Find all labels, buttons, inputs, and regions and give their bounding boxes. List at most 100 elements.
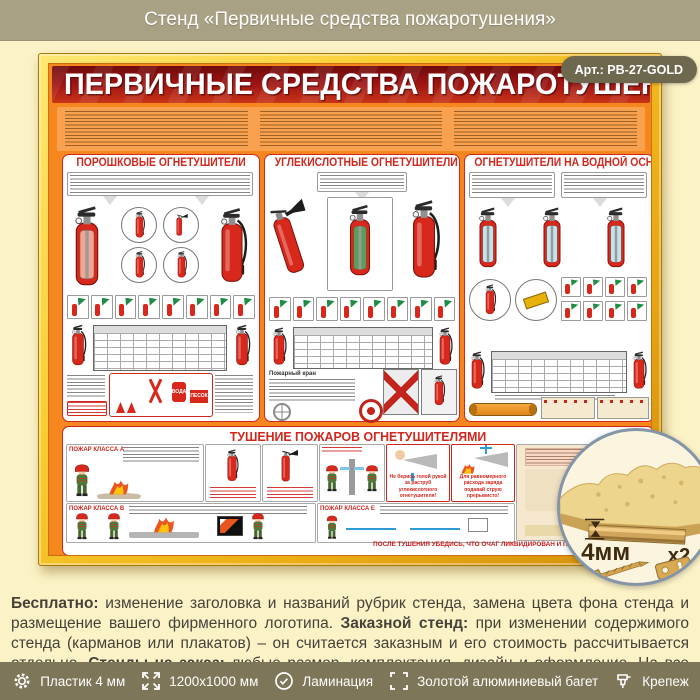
spec-label: Ламинация xyxy=(302,673,374,689)
spec-table xyxy=(293,327,433,369)
extinguisher-illustration xyxy=(435,325,455,369)
frame-corners-icon xyxy=(390,672,409,690)
fire-shield-illustration: ВОДА ПЕСОК xyxy=(109,373,213,417)
detail-circle xyxy=(469,279,511,321)
intro-column xyxy=(65,111,248,147)
fire-class-a-label: ПОЖАР КЛАССА А xyxy=(69,447,125,453)
spec-label: Крепеж xyxy=(642,673,689,689)
spec-item-frame: Золотой алюминиевый багет xyxy=(388,670,598,692)
gold-frame-profile xyxy=(588,524,686,545)
top-title-bar: Стенд «Первичные средства пожаротушения» xyxy=(0,0,700,40)
extinguisher-cutaway-illustration xyxy=(327,197,393,291)
fireman-illustration xyxy=(323,463,341,493)
section-title-powder: ПОРОШКОВЫЕ ОГНЕТУШИТЕЛИ xyxy=(76,157,246,169)
spec-item-material: Пластик 4 мм xyxy=(11,670,125,692)
extinguisher-cutaway-illustration xyxy=(471,205,505,273)
spec-bar: Пластик 4 мм 1200х1000 мм Ламинация Золо… xyxy=(0,662,700,700)
thickness-marker xyxy=(585,518,605,540)
intro-column xyxy=(259,111,443,147)
fireman-illustration xyxy=(73,512,91,540)
fire-class-a-box: ПОЖАР КЛАССА А xyxy=(66,444,204,502)
callout-arrow xyxy=(593,198,607,207)
inset-thickness-label: 4мм xyxy=(581,539,630,566)
spec-label: Пластик 4 мм xyxy=(40,673,126,689)
fire-class-e-label: ПОЖАР КЛАССА Е xyxy=(320,506,375,512)
fire-cabinet-illustration xyxy=(421,369,457,415)
fire-class-b-box: ПОЖАР КЛАССА В xyxy=(66,503,316,543)
band-title: ТУШЕНИЕ ПОЖАРОВ ОГНЕТУШИТЕЛЯМИ xyxy=(229,429,487,444)
warning-note xyxy=(67,401,107,416)
fireman-illustration xyxy=(249,512,267,540)
page-title: Стенд «Первичные средства пожаротушения» xyxy=(144,9,556,30)
poster-title-band: ПЕРВИЧНЫЕ СРЕДСТВА ПОЖАРОТУШЕНИЯ xyxy=(52,66,650,103)
fireman-illustration xyxy=(324,514,340,540)
extinguisher-illustration xyxy=(67,323,89,369)
water-barrel: ВОДА xyxy=(172,382,186,402)
fireman-illustration xyxy=(363,463,381,493)
description-bold: Бесплатно: xyxy=(11,594,99,612)
valve-wheel-illustration xyxy=(273,403,291,421)
panel-texture xyxy=(560,462,700,528)
extinguisher-illustration xyxy=(467,349,487,393)
extinguisher-illustration xyxy=(277,448,301,484)
warning-box: Для равномерного расхода заряда подавай … xyxy=(451,444,515,502)
extinguisher-cutaway-illustration xyxy=(65,203,109,293)
spec-table xyxy=(491,351,627,393)
text-block xyxy=(561,172,647,198)
check-circle-icon xyxy=(275,672,294,690)
flame-illustration xyxy=(154,517,174,533)
detail-circle xyxy=(163,207,199,243)
pictogram-row xyxy=(67,295,255,319)
pictogram-row xyxy=(269,297,455,321)
flame-illustration xyxy=(460,463,476,474)
section-title-co2: УГЛЕКИСЛОТНЫЕ ОГНЕТУШИТЕЛИ xyxy=(274,157,458,169)
spec-item-lamination: Ламинация xyxy=(273,670,373,692)
intro-text-strip xyxy=(57,107,645,151)
fire-class-c-box xyxy=(319,444,385,502)
text-block xyxy=(317,172,407,192)
stand-image-frame: ПЕРВИЧНЫЕ СРЕДСТВА ПОЖАРОТУШЕНИЯ ПОРОШКО… xyxy=(38,53,662,566)
burning-monitor-illustration xyxy=(217,516,243,536)
detail-circle xyxy=(121,207,157,243)
gear-icon xyxy=(14,673,30,689)
spec-item-fastener: Крепеж xyxy=(613,670,689,692)
extinguisher-illustration xyxy=(269,325,289,369)
fireman-illustration xyxy=(105,512,123,540)
drill-icon xyxy=(617,674,631,688)
extinguisher-illustration xyxy=(629,349,649,393)
flame-illustration xyxy=(101,479,137,495)
extinguisher-illustration xyxy=(401,197,447,285)
callout-arrow xyxy=(501,198,515,207)
warning-box: Не берись голой рукой за раструб углекис… xyxy=(386,444,450,502)
poster-title: ПЕРВИЧНЫЕ СРЕДСТВА ПОЖАРОТУШЕНИЯ xyxy=(63,68,650,101)
text-block xyxy=(215,375,253,413)
room-illustration xyxy=(541,397,595,419)
extinguisher-illustration xyxy=(222,448,242,484)
section-title-water: ОГНЕТУШИТЕЛИ НА ВОДНОЙ ОСНОВЕ xyxy=(474,157,652,169)
spec-item-size: 1200х1000 мм xyxy=(140,670,258,692)
intro-column xyxy=(454,111,638,147)
article-number: Арт.: PB-27-GOLD xyxy=(574,62,683,77)
text-block xyxy=(67,172,253,196)
callout-arrow xyxy=(195,196,209,205)
extinguisher-illustration xyxy=(231,323,253,369)
bracket-illustration xyxy=(655,556,693,580)
text-block xyxy=(469,172,555,198)
warning-box xyxy=(205,444,261,502)
extinguisher-cutaway-illustration xyxy=(599,205,633,273)
description-bold: Заказной стенд: xyxy=(340,614,469,632)
detail-circle xyxy=(121,247,157,283)
callout-arrow xyxy=(103,196,117,205)
fireman-illustration xyxy=(71,463,93,497)
stand-poster: ПЕРВИЧНЫЕ СРЕДСТВА ПОЖАРОТУШЕНИЯ ПОРОШКО… xyxy=(48,63,652,556)
osp-capsule-illustration xyxy=(469,403,537,416)
text-block xyxy=(269,379,355,401)
fire-crane-title: Пожарный кран xyxy=(269,371,316,377)
warning-caption: Не берись голой рукой за раструб углекис… xyxy=(389,474,447,499)
warning-box xyxy=(262,444,318,502)
warning-caption: Для равномерного расхода заряда подавай … xyxy=(459,474,507,499)
extinguisher-illustration xyxy=(211,205,253,289)
text-block xyxy=(67,375,105,397)
room-illustration xyxy=(597,397,649,419)
